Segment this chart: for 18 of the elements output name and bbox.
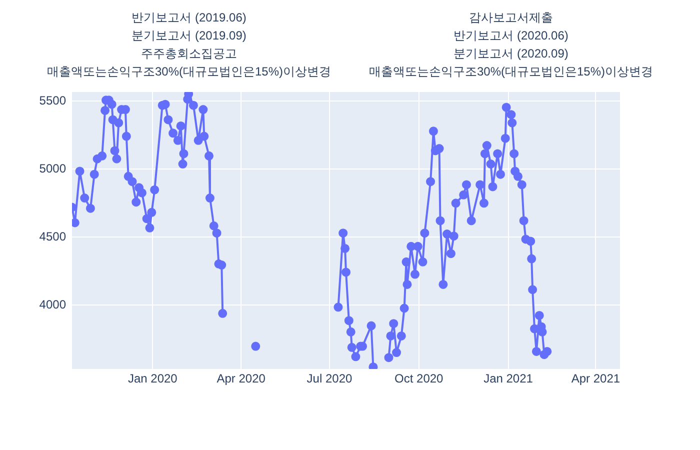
- text: 주주총회소집공고: [141, 46, 237, 60]
- text: 반기보고서 (2020.06): [454, 28, 568, 42]
- y-tick-label: 4500: [39, 229, 66, 244]
- text: 매출액또는손익구조30%(대규모법인은15%)이상변경: [368, 64, 654, 78]
- text: 매출액또는손익구조30%(대규모법인은15%)이상변경: [46, 64, 332, 78]
- x-tick-label: Apr 2020: [216, 372, 266, 386]
- x-tick-label: Jan 2020: [128, 372, 178, 386]
- text: 분기보고서 (2020.09): [454, 46, 568, 60]
- y-tick-label: 5500: [39, 94, 66, 108]
- x-tick-label: Jul 2020: [306, 372, 352, 386]
- x-tick-label: Oct 2020: [394, 372, 444, 386]
- text: 감사보고서제출: [469, 10, 553, 24]
- x-tick-label: Apr 2021: [571, 372, 620, 386]
- y-tick-label: 4000: [39, 297, 66, 312]
- text: 분기보고서 (2019.09): [132, 28, 246, 42]
- y-tick-label: 5000: [39, 162, 66, 176]
- x-tick-label: Jan 2021: [484, 372, 534, 386]
- text: 반기보고서 (2019.06): [132, 10, 246, 24]
